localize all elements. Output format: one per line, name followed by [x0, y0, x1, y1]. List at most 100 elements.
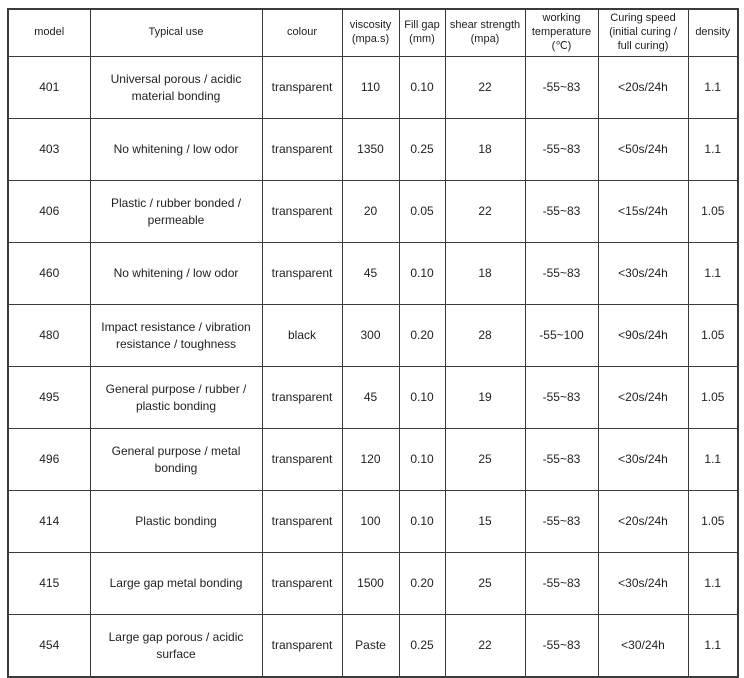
cell-viscosity_mpa_s: Paste	[341, 614, 400, 678]
column-header-curing_speed: Curing speed (initial curing / full curi…	[597, 8, 689, 57]
table-row: 414 Plastic bonding transparent 100 0.10 15 -5…	[7, 490, 739, 553]
cell-viscosity_mpa_s: 300	[341, 304, 400, 367]
cell-typical_use: Impact resistance / vibration resistance…	[89, 304, 263, 367]
column-header-density: density	[687, 8, 739, 57]
cell-fill_gap_mm: 0.10	[398, 428, 446, 491]
cell-density: 1.1	[687, 56, 739, 119]
column-header-shear_strength_mpa: shear strength (mpa)	[444, 8, 526, 57]
cell-density: 1.1	[687, 428, 739, 491]
cell-model: 454	[7, 614, 91, 678]
cell-curing_speed: <20s/24h	[597, 366, 689, 429]
cell-shear_strength_mpa: 22	[444, 614, 526, 678]
cell-shear_strength_mpa: 28	[444, 304, 526, 367]
cell-density: 1.05	[687, 366, 739, 429]
cell-viscosity_mpa_s: 45	[341, 242, 400, 305]
cell-density: 1.1	[687, 242, 739, 305]
cell-curing_speed: <30s/24h	[597, 428, 689, 491]
cell-model: 414	[7, 490, 91, 553]
cell-viscosity_mpa_s: 120	[341, 428, 400, 491]
cell-density: 1.05	[687, 304, 739, 367]
cell-shear_strength_mpa: 22	[444, 56, 526, 119]
cell-colour: transparent	[261, 552, 343, 615]
cell-colour: transparent	[261, 490, 343, 553]
cell-viscosity_mpa_s: 20	[341, 180, 400, 243]
adhesive-spec-table: model Typical use colour viscosity (mpa.s) F…	[7, 8, 739, 678]
cell-viscosity_mpa_s: 1500	[341, 552, 400, 615]
cell-density: 1.05	[687, 180, 739, 243]
cell-shear_strength_mpa: 25	[444, 428, 526, 491]
cell-working_temperature_c: -55~83	[524, 490, 599, 553]
table-row: 406 Plastic / rubber bonded / permeable tr…	[7, 180, 739, 243]
cell-viscosity_mpa_s: 100	[341, 490, 400, 553]
cell-curing_speed: <20s/24h	[597, 56, 689, 119]
cell-model: 480	[7, 304, 91, 367]
cell-typical_use: No whitening / low odor	[89, 118, 263, 181]
cell-fill_gap_mm: 0.10	[398, 56, 446, 119]
cell-model: 495	[7, 366, 91, 429]
cell-shear_strength_mpa: 18	[444, 118, 526, 181]
cell-model: 403	[7, 118, 91, 181]
cell-curing_speed: <90s/24h	[597, 304, 689, 367]
cell-fill_gap_mm: 0.10	[398, 366, 446, 429]
cell-fill_gap_mm: 0.20	[398, 304, 446, 367]
cell-colour: transparent	[261, 242, 343, 305]
column-header-fill_gap_mm: Fill gap (mm)	[398, 8, 446, 57]
cell-shear_strength_mpa: 22	[444, 180, 526, 243]
cell-working_temperature_c: -55~83	[524, 552, 599, 615]
cell-working_temperature_c: -55~83	[524, 180, 599, 243]
cell-colour: transparent	[261, 614, 343, 678]
cell-curing_speed: <50s/24h	[597, 118, 689, 181]
cell-model: 401	[7, 56, 91, 119]
cell-working_temperature_c: -55~83	[524, 366, 599, 429]
cell-model: 406	[7, 180, 91, 243]
cell-shear_strength_mpa: 25	[444, 552, 526, 615]
cell-curing_speed: <30s/24h	[597, 552, 689, 615]
cell-curing_speed: <30/24h	[597, 614, 689, 678]
cell-working_temperature_c: -55~83	[524, 428, 599, 491]
cell-model: 415	[7, 552, 91, 615]
column-header-viscosity_mpa_s: viscosity (mpa.s)	[341, 8, 400, 57]
cell-colour: transparent	[261, 56, 343, 119]
cell-viscosity_mpa_s: 110	[341, 56, 400, 119]
cell-shear_strength_mpa: 18	[444, 242, 526, 305]
cell-typical_use: Plastic / rubber bonded / permeable	[89, 180, 263, 243]
table-body: 401 Universal porous / acidic material bo…	[7, 56, 739, 678]
cell-fill_gap_mm: 0.05	[398, 180, 446, 243]
cell-typical_use: General purpose / rubber / plastic bondi…	[89, 366, 263, 429]
cell-working_temperature_c: -55~100	[524, 304, 599, 367]
table-row: 401 Universal porous / acidic material bo…	[7, 56, 739, 119]
cell-typical_use: Large gap metal bonding	[89, 552, 263, 615]
cell-colour: black	[261, 304, 343, 367]
cell-typical_use: Plastic bonding	[89, 490, 263, 553]
cell-density: 1.1	[687, 552, 739, 615]
cell-model: 496	[7, 428, 91, 491]
column-header-colour: colour	[261, 8, 343, 57]
cell-working_temperature_c: -55~83	[524, 614, 599, 678]
cell-working_temperature_c: -55~83	[524, 56, 599, 119]
cell-viscosity_mpa_s: 45	[341, 366, 400, 429]
table-row: 460 No whitening / low odor transparent 45 0…	[7, 242, 739, 305]
cell-density: 1.1	[687, 614, 739, 678]
cell-colour: transparent	[261, 366, 343, 429]
table-row: 415 Large gap metal bonding transparent 150…	[7, 552, 739, 615]
cell-model: 460	[7, 242, 91, 305]
cell-working_temperature_c: -55~83	[524, 118, 599, 181]
cell-density: 1.1	[687, 118, 739, 181]
table-row: 454 Large gap porous / acidic surface tran…	[7, 614, 739, 678]
cell-typical_use: General purpose / metal bonding	[89, 428, 263, 491]
table-row: 403 No whitening / low odor transparent 135…	[7, 118, 739, 181]
cell-typical_use: No whitening / low odor	[89, 242, 263, 305]
cell-typical_use: Large gap porous / acidic surface	[89, 614, 263, 678]
cell-fill_gap_mm: 0.20	[398, 552, 446, 615]
cell-working_temperature_c: -55~83	[524, 242, 599, 305]
column-header-working_temperature_c: working temperature (℃)	[524, 8, 599, 57]
cell-curing_speed: <15s/24h	[597, 180, 689, 243]
cell-shear_strength_mpa: 15	[444, 490, 526, 553]
page: model Typical use colour viscosity (mpa.s) F…	[7, 8, 739, 678]
cell-shear_strength_mpa: 19	[444, 366, 526, 429]
cell-typical_use: Universal porous / acidic material bondi…	[89, 56, 263, 119]
cell-density: 1.05	[687, 490, 739, 553]
cell-colour: transparent	[261, 180, 343, 243]
table-row: 480 Impact resistance / vibration resista…	[7, 304, 739, 367]
cell-curing_speed: <30s/24h	[597, 242, 689, 305]
